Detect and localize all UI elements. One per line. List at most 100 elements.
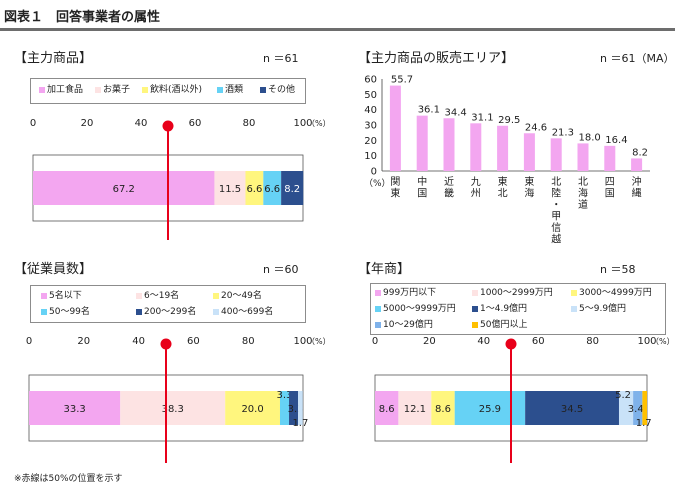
- x-axis-unit: （%）: [651, 337, 675, 346]
- bar-segment: [120, 391, 226, 425]
- x-tick-label: 40: [135, 118, 148, 129]
- x-tick-char: 陸: [551, 187, 561, 200]
- x-tick-char: 国: [417, 188, 427, 200]
- data-label: 6.6: [246, 184, 262, 195]
- legend-item: 999万円以下: [375, 288, 436, 299]
- legend-label: 50億円以上: [480, 320, 528, 330]
- legend-label: 3000～4999万円: [579, 288, 652, 298]
- main-products-legend: 加工食品 お菓子 飲料(酒以外) 酒類 その他: [30, 78, 306, 104]
- legend-swatch: [375, 305, 381, 312]
- x-tick-label: 関東: [390, 176, 400, 200]
- x-tick-label: 近畿: [444, 175, 454, 200]
- bar-segment: [245, 171, 264, 205]
- legend-item: 1000～2999万円: [472, 288, 553, 299]
- x-tick-label: 中国: [417, 175, 427, 200]
- bar: [631, 158, 643, 171]
- main-products-chart: 0 20 40 60 80 100（%） 67.2 11.5 6.6 6.6 8.2: [30, 118, 331, 240]
- y-tick-label: 20: [364, 136, 377, 147]
- x-tick-label: 100: [293, 336, 312, 347]
- legend-label: 400～699名: [221, 307, 274, 317]
- x-tick-label: 北海道: [578, 176, 588, 211]
- legend-swatch: [142, 86, 148, 93]
- legend-item: 6～19名: [136, 291, 179, 302]
- x-tick-char: 東: [524, 175, 534, 188]
- legend-swatch: [571, 305, 577, 312]
- legend-swatch: [213, 292, 219, 299]
- data-label: 55.7: [391, 75, 413, 86]
- legend-item: 5名以下: [41, 291, 82, 302]
- x-tick-char: 海: [524, 187, 534, 200]
- legend-label: 999万円以下: [383, 288, 437, 298]
- legend-label: 6～19名: [144, 291, 180, 301]
- bar: [523, 133, 535, 171]
- legend-item: 1～4.9億円: [472, 304, 527, 315]
- legend-label: 5～9.9億円: [579, 304, 627, 314]
- x-tick-char: 東: [498, 175, 508, 188]
- y-tick-label: 60: [364, 75, 377, 86]
- legend-label: お菓子: [103, 85, 131, 95]
- legend-label: 200～299名: [144, 307, 197, 317]
- data-label: 21.3: [552, 127, 574, 138]
- data-label: 34.5: [561, 404, 583, 415]
- x-tick-label: 20: [77, 336, 90, 347]
- bar-segment: [281, 171, 304, 205]
- bar: [604, 145, 616, 171]
- sales-area-chart: 0102030405060（%）55.7関東36.1中国34.4近畿31.1九州…: [364, 75, 650, 246]
- legend-swatch: [472, 289, 478, 296]
- x-tick-label: 60: [532, 336, 545, 347]
- x-tick-char: 信: [551, 222, 561, 234]
- legend-label: 10～29億円: [383, 320, 433, 330]
- legend-swatch: [136, 292, 142, 299]
- y-tick-label: 0: [371, 167, 377, 178]
- bar-segment: [33, 171, 215, 205]
- main-products-title: 【主力商品】: [14, 51, 93, 66]
- data-label: 36.1: [418, 105, 440, 116]
- data-label: 24.6: [525, 122, 547, 133]
- data-label: 38.3: [162, 404, 184, 415]
- legend-item: 200～299名: [136, 307, 196, 318]
- x-tick-label: 60: [189, 118, 202, 129]
- x-tick-label: 0: [372, 336, 378, 347]
- legend-swatch: [213, 308, 219, 315]
- sales-legend: 999万円以下 1000～2999万円 3000～4999万円 5000～999…: [370, 283, 666, 335]
- legend-swatch: [375, 289, 381, 296]
- x-axis-unit: （%）: [307, 337, 331, 346]
- data-label: 67.2: [113, 184, 135, 195]
- x-tick-label: 沖縄: [632, 175, 642, 200]
- legend-label: 酒類: [225, 85, 244, 95]
- y-tick-label: 50: [364, 90, 377, 101]
- x-tick-char: 州: [471, 188, 481, 200]
- x-tick-label: 80: [243, 118, 256, 129]
- page-title: 図表１ 回答事業者の属性: [4, 10, 161, 25]
- data-label: 1.7: [292, 418, 308, 429]
- bar-segment: [375, 391, 399, 425]
- data-label: 34.4: [445, 107, 467, 118]
- x-tick-char: 北: [551, 176, 561, 188]
- x-tick-label: 60: [187, 336, 200, 347]
- bar: [577, 143, 589, 171]
- bar-segment: [298, 391, 303, 425]
- x-tick-label: 20: [423, 336, 436, 347]
- data-label: 8.2: [284, 184, 300, 195]
- reference-marker: [162, 120, 174, 132]
- x-tick-char: ・: [551, 200, 561, 211]
- data-label: 3.3: [277, 390, 293, 401]
- bar-segment: [431, 391, 455, 425]
- legend-swatch: [41, 292, 47, 299]
- legend-item: 50億円以上: [472, 320, 527, 331]
- x-tick-char: 北: [498, 188, 508, 200]
- bar-segment: [618, 391, 634, 425]
- data-label: 16.4: [605, 135, 627, 146]
- bar: [389, 85, 401, 171]
- y-tick-label: 40: [364, 105, 377, 116]
- x-tick-char: 道: [578, 198, 588, 211]
- sales-area-n: n ＝61（MA）: [600, 52, 675, 65]
- legend-label: 5名以下: [49, 291, 82, 301]
- sales-n: n ＝58: [600, 263, 636, 276]
- bar-segment: [29, 391, 121, 425]
- data-label: 11.5: [219, 184, 241, 195]
- title-divider: [0, 28, 675, 31]
- legend-label: 1～4.9億円: [480, 304, 528, 314]
- x-tick-char: 甲: [551, 212, 561, 223]
- bar-segment: [525, 391, 619, 425]
